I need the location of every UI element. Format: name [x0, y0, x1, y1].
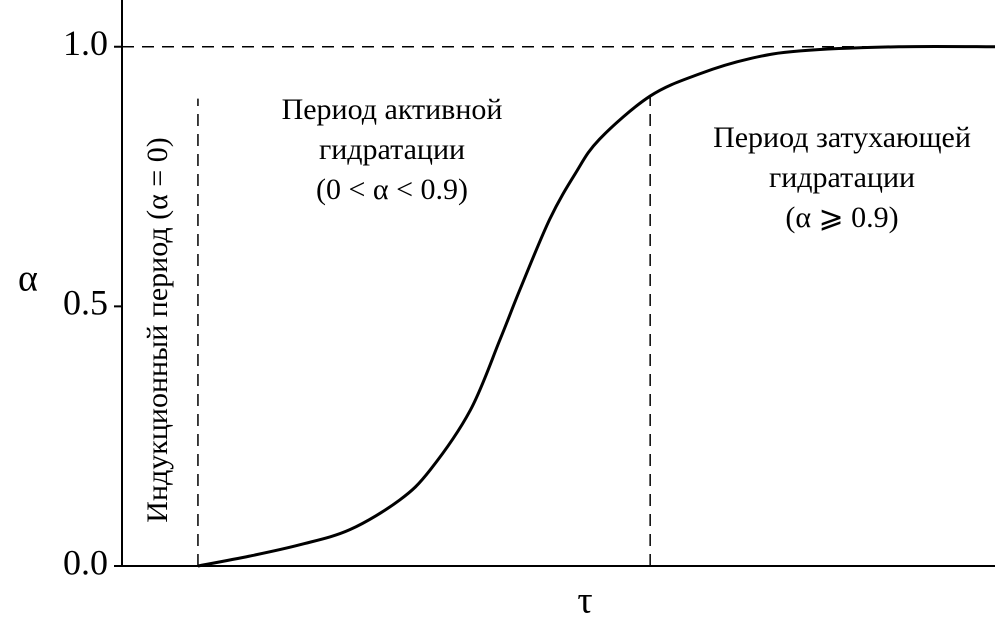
curve — [197, 44, 996, 568]
annotation: (0 < α < 0.9) — [316, 173, 468, 206]
y-tick-label: 0.0 — [63, 542, 108, 582]
y-axis-label: α — [18, 258, 38, 300]
annotation: Период затухающей — [713, 121, 971, 154]
y-tick-label: 0.5 — [63, 283, 108, 323]
annotation: Индукционный период (α = 0) — [141, 137, 174, 522]
annotation: гидратации — [769, 161, 915, 194]
annotation: (α ⩾ 0.9) — [785, 201, 898, 234]
x-axis-label: τ — [577, 580, 592, 622]
y-tick-label: 1.0 — [63, 23, 108, 63]
annotation: гидратации — [319, 133, 465, 166]
annotation: Период активной — [282, 93, 503, 126]
